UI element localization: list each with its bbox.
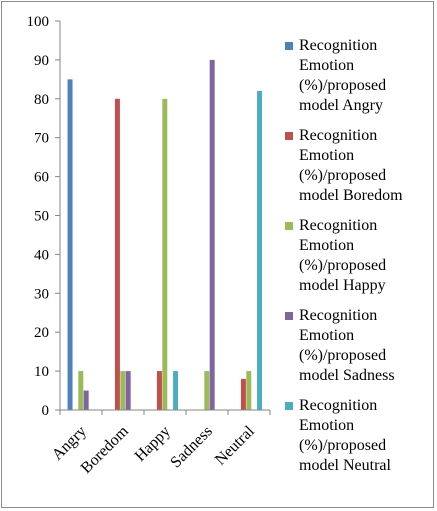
y-tick-label: 10 xyxy=(34,364,49,380)
y-tick-label: 90 xyxy=(34,53,49,69)
y-tick-label: 60 xyxy=(34,170,49,186)
legend-label: Recognition Emotion (%)/proposed model S… xyxy=(299,307,395,384)
y-tick-label: 50 xyxy=(34,209,49,225)
legend-item: Recognition Emotion (%)/proposed model A… xyxy=(282,36,432,126)
bar-happy-series-5 xyxy=(173,371,179,410)
bar-angry-series-1 xyxy=(67,79,73,410)
y-tick-label: 30 xyxy=(34,286,49,302)
legend-swatch xyxy=(285,402,293,410)
bar-neutral-series-3 xyxy=(246,371,252,410)
bar-sadness-series-3 xyxy=(204,371,210,410)
bar-neutral-series-5 xyxy=(257,91,263,411)
legend: Recognition Emotion (%)/proposed model A… xyxy=(282,36,432,486)
legend-swatch xyxy=(285,42,293,50)
bar-boredom-series-3 xyxy=(120,371,126,410)
x-category-label: Boredom xyxy=(78,422,133,477)
x-category-label: Sadness xyxy=(167,423,215,471)
bar-angry-series-4 xyxy=(83,390,89,410)
bar-neutral-series-2 xyxy=(240,378,246,410)
y-tick-label: 0 xyxy=(42,403,50,419)
x-category-label: Neutral xyxy=(212,422,258,468)
y-axis: 0 10 20 30 40 50 60 70 80 90 100 xyxy=(27,14,61,419)
bar-boredom-series-2 xyxy=(114,98,120,411)
legend-item: Recognition Emotion (%)/proposed model S… xyxy=(282,306,432,396)
legend-label: Recognition Emotion (%)/proposed model B… xyxy=(299,127,403,204)
legend-label: Recognition Emotion (%)/proposed model N… xyxy=(299,397,391,474)
bars xyxy=(67,59,263,411)
bar-sadness-series-4 xyxy=(209,59,215,411)
y-tick-label: 40 xyxy=(34,247,49,263)
y-tick-label: 70 xyxy=(34,131,49,147)
legend-item: Recognition Emotion (%)/proposed model N… xyxy=(282,396,432,486)
y-tick-label: 20 xyxy=(34,325,49,341)
legend-item: Recognition Emotion (%)/proposed model B… xyxy=(282,126,432,216)
y-tick-label: 80 xyxy=(34,92,49,108)
bar-happy-series-2 xyxy=(156,371,162,410)
bar-happy-series-3 xyxy=(162,98,168,411)
legend-item: Recognition Emotion (%)/proposed model H… xyxy=(282,216,432,306)
legend-swatch xyxy=(285,312,293,320)
legend-label: Recognition Emotion (%)/proposed model A… xyxy=(299,37,387,114)
legend-label: Recognition Emotion (%)/proposed model H… xyxy=(299,217,387,294)
y-tick-label: 100 xyxy=(27,14,50,30)
bar-boredom-series-4 xyxy=(125,371,131,410)
legend-swatch xyxy=(285,132,293,140)
legend-swatch xyxy=(285,222,293,230)
bar-angry-series-3 xyxy=(78,371,84,410)
